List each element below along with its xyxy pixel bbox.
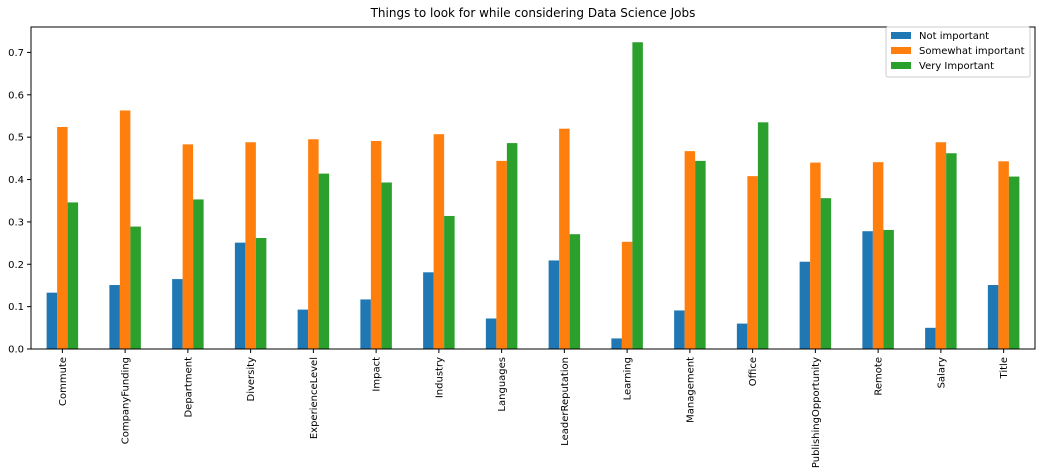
x-axis: Commute CompanyFunding Department Diversity… [58, 349, 1010, 468]
x-tick-label: Diversity [246, 357, 257, 402]
y-tick-label: 0.0 [8, 345, 24, 356]
bar [245, 142, 256, 349]
legend-swatch [891, 32, 911, 39]
bar [130, 226, 141, 349]
bar [621, 241, 633, 349]
x-tick-label: Impact [372, 357, 383, 392]
bar [695, 160, 706, 349]
legend-swatch [891, 62, 911, 69]
y-tick-label: 0.7 [8, 48, 24, 59]
x-tick-label: Office [748, 357, 759, 386]
bar [423, 272, 434, 349]
bar [381, 182, 392, 349]
bar [46, 292, 58, 349]
bar [496, 160, 507, 349]
x-tick-label: LeaderReputation [560, 357, 571, 446]
legend-box [885, 26, 1031, 78]
bar [632, 42, 643, 350]
x-tick-label: PublishingOpportunity [811, 357, 822, 468]
bar [119, 110, 131, 349]
x-tick-label: Learning [623, 357, 634, 400]
legend-label: Not important [919, 31, 989, 42]
x-tick-label: ExperienceLevel [309, 357, 320, 439]
bar [757, 122, 769, 349]
x-tick-label: Management [685, 357, 696, 423]
legend-swatch [891, 47, 911, 54]
bar [946, 153, 957, 349]
y-tick-label: 0.2 [8, 260, 24, 271]
bar [935, 142, 947, 349]
bar [172, 279, 183, 349]
y-tick-label: 0.5 [8, 133, 24, 144]
bar [747, 176, 758, 349]
bar [559, 128, 570, 349]
x-tick-label: Industry [434, 357, 445, 398]
bar [799, 261, 811, 349]
bar [987, 285, 999, 349]
bar [67, 202, 79, 349]
y-tick-label: 0.3 [8, 217, 24, 228]
bar [810, 162, 821, 349]
x-tick-label: Salary [936, 357, 947, 388]
chart-title: Things to look for while considering Dat… [370, 6, 696, 20]
legend-label: Very Important [919, 61, 994, 72]
bar [182, 144, 194, 349]
bar [684, 151, 696, 349]
bar [433, 134, 445, 349]
bar [109, 285, 120, 349]
bars-group [46, 42, 1020, 350]
bar [57, 126, 68, 349]
bar [569, 234, 581, 349]
bar [674, 310, 685, 349]
legend: Not important Somewhat important Very Impo… [885, 26, 1031, 78]
y-axis: 0.0 0.1 0.2 0.3 0.4 0.5 0.6 0.7 [8, 48, 31, 356]
bar [506, 143, 518, 349]
bar [444, 215, 455, 349]
bar [308, 139, 319, 349]
bar [193, 199, 204, 349]
y-tick-label: 0.1 [8, 302, 24, 313]
bar [736, 323, 748, 349]
x-tick-label: Remote [874, 357, 885, 396]
bar [1008, 176, 1020, 349]
bar [548, 260, 560, 349]
bar [872, 162, 884, 349]
bar [370, 140, 382, 349]
bar [998, 161, 1009, 349]
bar [360, 299, 371, 349]
bar [820, 198, 832, 349]
bar [485, 318, 497, 349]
bar [925, 327, 936, 349]
x-tick-label: Title [999, 357, 1010, 379]
bar [297, 309, 309, 349]
bar [318, 173, 330, 349]
bar [255, 237, 267, 349]
x-tick-label: Commute [58, 357, 69, 406]
bar [883, 229, 894, 349]
x-tick-label: Department [183, 357, 194, 418]
y-tick-label: 0.4 [8, 175, 24, 186]
y-tick-label: 0.6 [8, 90, 24, 101]
x-tick-label: CompanyFunding [121, 357, 132, 444]
legend-label: Somewhat important [919, 46, 1025, 57]
bar [862, 231, 873, 349]
bar [234, 242, 246, 349]
bar [611, 338, 622, 349]
plot-frame [30, 26, 1036, 350]
x-tick-label: Languages [497, 357, 508, 412]
